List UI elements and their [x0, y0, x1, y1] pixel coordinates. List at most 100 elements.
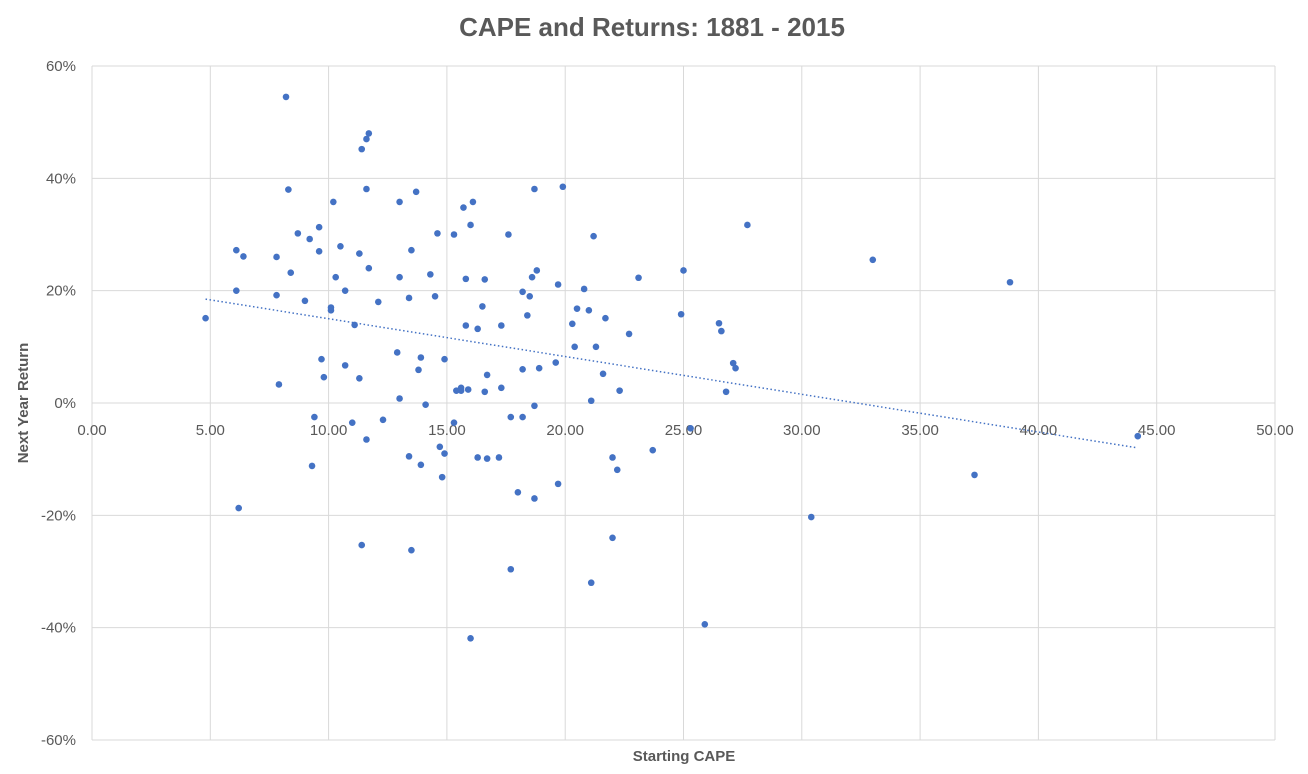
- data-point: [609, 534, 616, 542]
- data-point: [415, 366, 422, 374]
- data-point: [282, 93, 290, 101]
- data-point: [235, 504, 242, 512]
- data-point: [315, 223, 323, 231]
- data-point: [590, 232, 597, 240]
- data-point: [744, 221, 751, 229]
- data-point: [559, 183, 567, 191]
- data-point: [613, 466, 621, 474]
- data-point: [348, 419, 356, 426]
- data-point: [481, 388, 489, 396]
- data-point: [358, 541, 366, 549]
- data-point: [718, 327, 725, 335]
- x-tick-label: 10.00: [310, 422, 348, 439]
- data-point: [535, 364, 543, 372]
- data-point: [528, 273, 536, 281]
- data-point: [287, 269, 295, 276]
- data-point: [233, 246, 240, 254]
- data-point: [498, 384, 505, 392]
- x-tick-label: 40.00: [1020, 422, 1058, 439]
- data-point: [507, 565, 515, 573]
- x-tick-label: 25.00: [665, 422, 703, 439]
- data-point: [568, 320, 576, 328]
- x-tick-label: 50.00: [1256, 422, 1294, 439]
- data-point: [434, 230, 441, 237]
- data-point: [587, 397, 595, 405]
- y-tick-label: -60%: [41, 732, 76, 749]
- data-point: [396, 273, 403, 281]
- data-point: [474, 454, 481, 461]
- data-point: [474, 325, 481, 333]
- data-point: [729, 359, 737, 367]
- data-point: [405, 453, 413, 460]
- y-tick-label: -40%: [41, 620, 76, 637]
- data-point: [233, 287, 240, 294]
- data-points: [202, 93, 1142, 642]
- data-point: [363, 185, 370, 193]
- data-point: [1134, 432, 1142, 440]
- data-point: [479, 303, 486, 310]
- data-point: [365, 130, 373, 137]
- data-point: [396, 395, 403, 402]
- data-point: [306, 235, 313, 243]
- data-point: [507, 413, 515, 421]
- data-point: [1006, 278, 1014, 286]
- data-point: [573, 305, 581, 312]
- data-point: [592, 343, 600, 351]
- x-tick-label: 15.00: [428, 422, 466, 439]
- data-point: [351, 321, 358, 329]
- data-point: [807, 513, 815, 521]
- data-point: [460, 204, 467, 211]
- data-point: [585, 307, 593, 314]
- data-point: [330, 198, 337, 206]
- data-point: [552, 359, 560, 366]
- y-tick-label: 60%: [46, 58, 76, 75]
- data-point: [481, 276, 489, 283]
- data-point: [677, 310, 685, 318]
- data-point: [441, 450, 448, 457]
- data-point: [363, 436, 370, 443]
- data-point: [318, 355, 325, 363]
- data-point: [554, 281, 562, 288]
- data-point: [412, 188, 420, 196]
- data-point: [554, 480, 562, 488]
- x-tick-label: 5.00: [196, 422, 225, 439]
- y-tick-label: 20%: [46, 283, 76, 300]
- data-point: [441, 355, 448, 363]
- data-point: [332, 273, 339, 281]
- data-point: [341, 362, 349, 369]
- data-point: [687, 424, 694, 432]
- data-point: [609, 454, 616, 461]
- data-point: [320, 373, 328, 381]
- data-point: [519, 413, 526, 421]
- data-point: [531, 185, 538, 193]
- data-point: [732, 364, 739, 372]
- data-point: [358, 145, 366, 153]
- data-point: [464, 386, 472, 393]
- data-point: [365, 264, 373, 272]
- data-point: [701, 620, 709, 628]
- data-point: [587, 579, 595, 587]
- data-point: [635, 274, 642, 282]
- chart-title: CAPE and Returns: 1881 - 2015: [459, 12, 845, 42]
- data-point: [356, 374, 363, 382]
- data-point: [971, 471, 978, 479]
- data-point: [311, 413, 318, 421]
- y-tick-label: 40%: [46, 170, 76, 187]
- data-point: [275, 381, 283, 388]
- x-axis-title: Starting CAPE: [633, 748, 736, 765]
- data-point: [462, 322, 470, 329]
- data-point: [431, 292, 439, 300]
- data-point: [273, 253, 280, 261]
- data-point: [450, 231, 458, 238]
- data-point: [462, 275, 470, 283]
- data-point: [405, 294, 413, 302]
- data-point: [438, 473, 446, 481]
- data-point: [722, 388, 730, 396]
- data-point: [680, 267, 687, 274]
- trendline: [205, 298, 1138, 449]
- data-point: [571, 343, 578, 351]
- data-point: [417, 354, 425, 361]
- data-point: [301, 297, 309, 305]
- data-point: [285, 186, 292, 193]
- data-point: [715, 319, 723, 327]
